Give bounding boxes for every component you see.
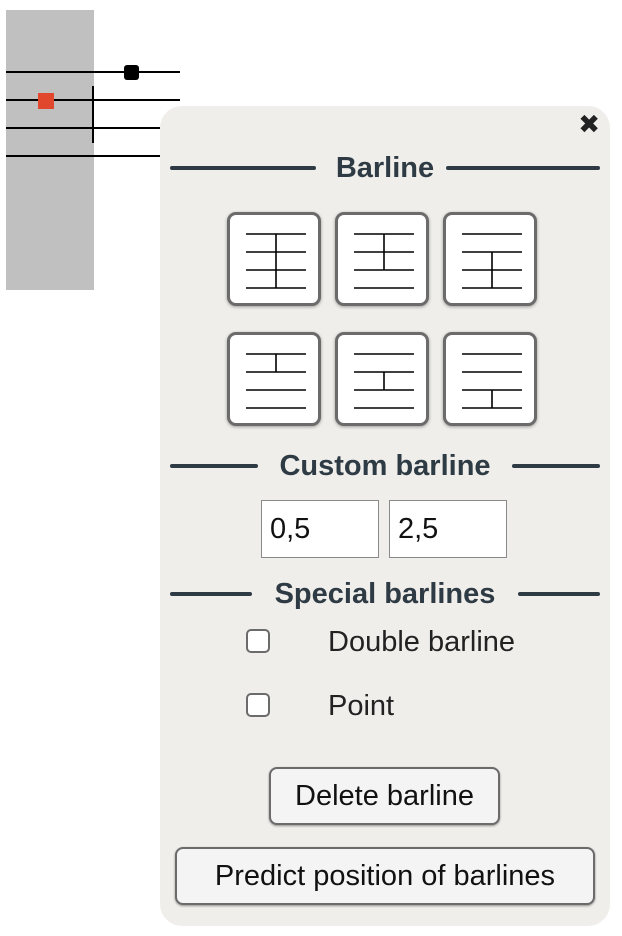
staff-line [6,155,160,157]
barline-mark[interactable] [92,86,94,143]
custom-end-input[interactable] [389,500,507,558]
barline-full-icon [230,215,324,309]
staff-line [6,71,180,73]
barline-lower-icon [446,215,540,309]
selection-box [6,10,94,290]
barline-bottom-button[interactable] [443,332,537,426]
barline-panel: ✖ Barline [160,106,610,926]
delete-barline-button[interactable]: Delete barline [269,767,500,825]
barline-bottom-icon [446,335,540,429]
barline-middle-icon [338,215,432,309]
staff-line [6,127,160,129]
section-header-barline: Barline [170,151,600,185]
point-checkbox[interactable] [246,693,270,717]
barline-full-button[interactable] [227,212,321,306]
double-barline-checkbox[interactable] [246,629,270,653]
section-title: Barline [170,151,600,185]
barline-top-button[interactable] [227,332,321,426]
section-title: Custom barline [170,449,600,483]
barline-middle-button[interactable] [335,212,429,306]
close-icon[interactable]: ✖ [578,112,600,138]
barline-center-button[interactable] [335,332,429,426]
section-header-special: Special barlines [170,577,600,611]
section-header-custom: Custom barline [170,449,600,483]
barline-top-icon [230,335,324,429]
predict-barlines-button[interactable]: Predict position of barlines [175,847,595,905]
double-barline-label: Double barline [328,625,515,659]
note-head[interactable] [124,65,139,80]
barline-lower-button[interactable] [443,212,537,306]
section-title: Special barlines [170,577,600,611]
barline-center-icon [338,335,432,429]
red-marker[interactable] [38,93,54,109]
point-label: Point [328,689,394,723]
custom-start-input[interactable] [261,500,379,558]
